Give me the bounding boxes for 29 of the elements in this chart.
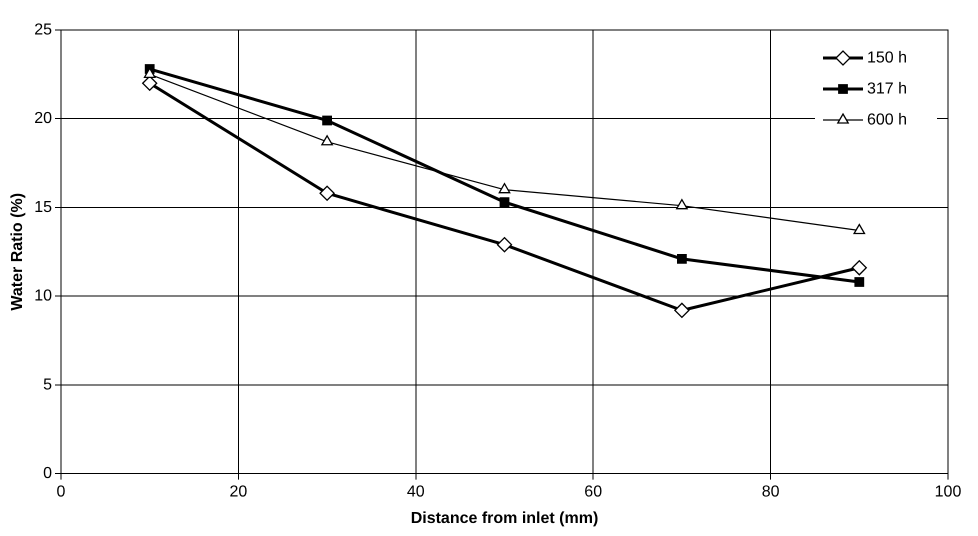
point [677, 254, 687, 264]
y-tick-label: 15 [34, 198, 52, 216]
x-tick-label: 20 [230, 484, 248, 501]
point [676, 199, 688, 210]
y-tick-label: 5 [43, 376, 52, 394]
legend-label: 317 h [867, 80, 908, 98]
legend-label: 600 h [867, 111, 908, 128]
y-axis-title: Water Ratio (%) [9, 192, 26, 311]
legend-label: 150 h [867, 49, 908, 66]
point [852, 260, 867, 276]
y-tick-label: 10 [34, 288, 52, 305]
y-tick-label: 25 [34, 21, 52, 38]
x-tick-label: 80 [762, 484, 780, 501]
point [674, 302, 690, 318]
point [854, 277, 864, 287]
point [498, 183, 510, 194]
y-tick-label: 20 [34, 110, 52, 128]
point [322, 116, 332, 126]
point [319, 186, 335, 201]
x-axis-title: Distance from inlet (mm) [410, 510, 598, 527]
x-tick-label: 40 [406, 484, 425, 501]
y-tick-label: 0 [43, 465, 52, 482]
x-tick-label: 0 [56, 484, 66, 501]
point [500, 197, 510, 208]
point [496, 237, 512, 252]
x-tick-label: 60 [584, 484, 602, 501]
point [853, 224, 866, 234]
x-tick-label: 100 [934, 484, 962, 501]
point [321, 135, 333, 146]
